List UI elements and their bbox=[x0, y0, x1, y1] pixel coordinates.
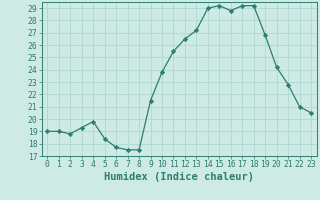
X-axis label: Humidex (Indice chaleur): Humidex (Indice chaleur) bbox=[104, 172, 254, 182]
